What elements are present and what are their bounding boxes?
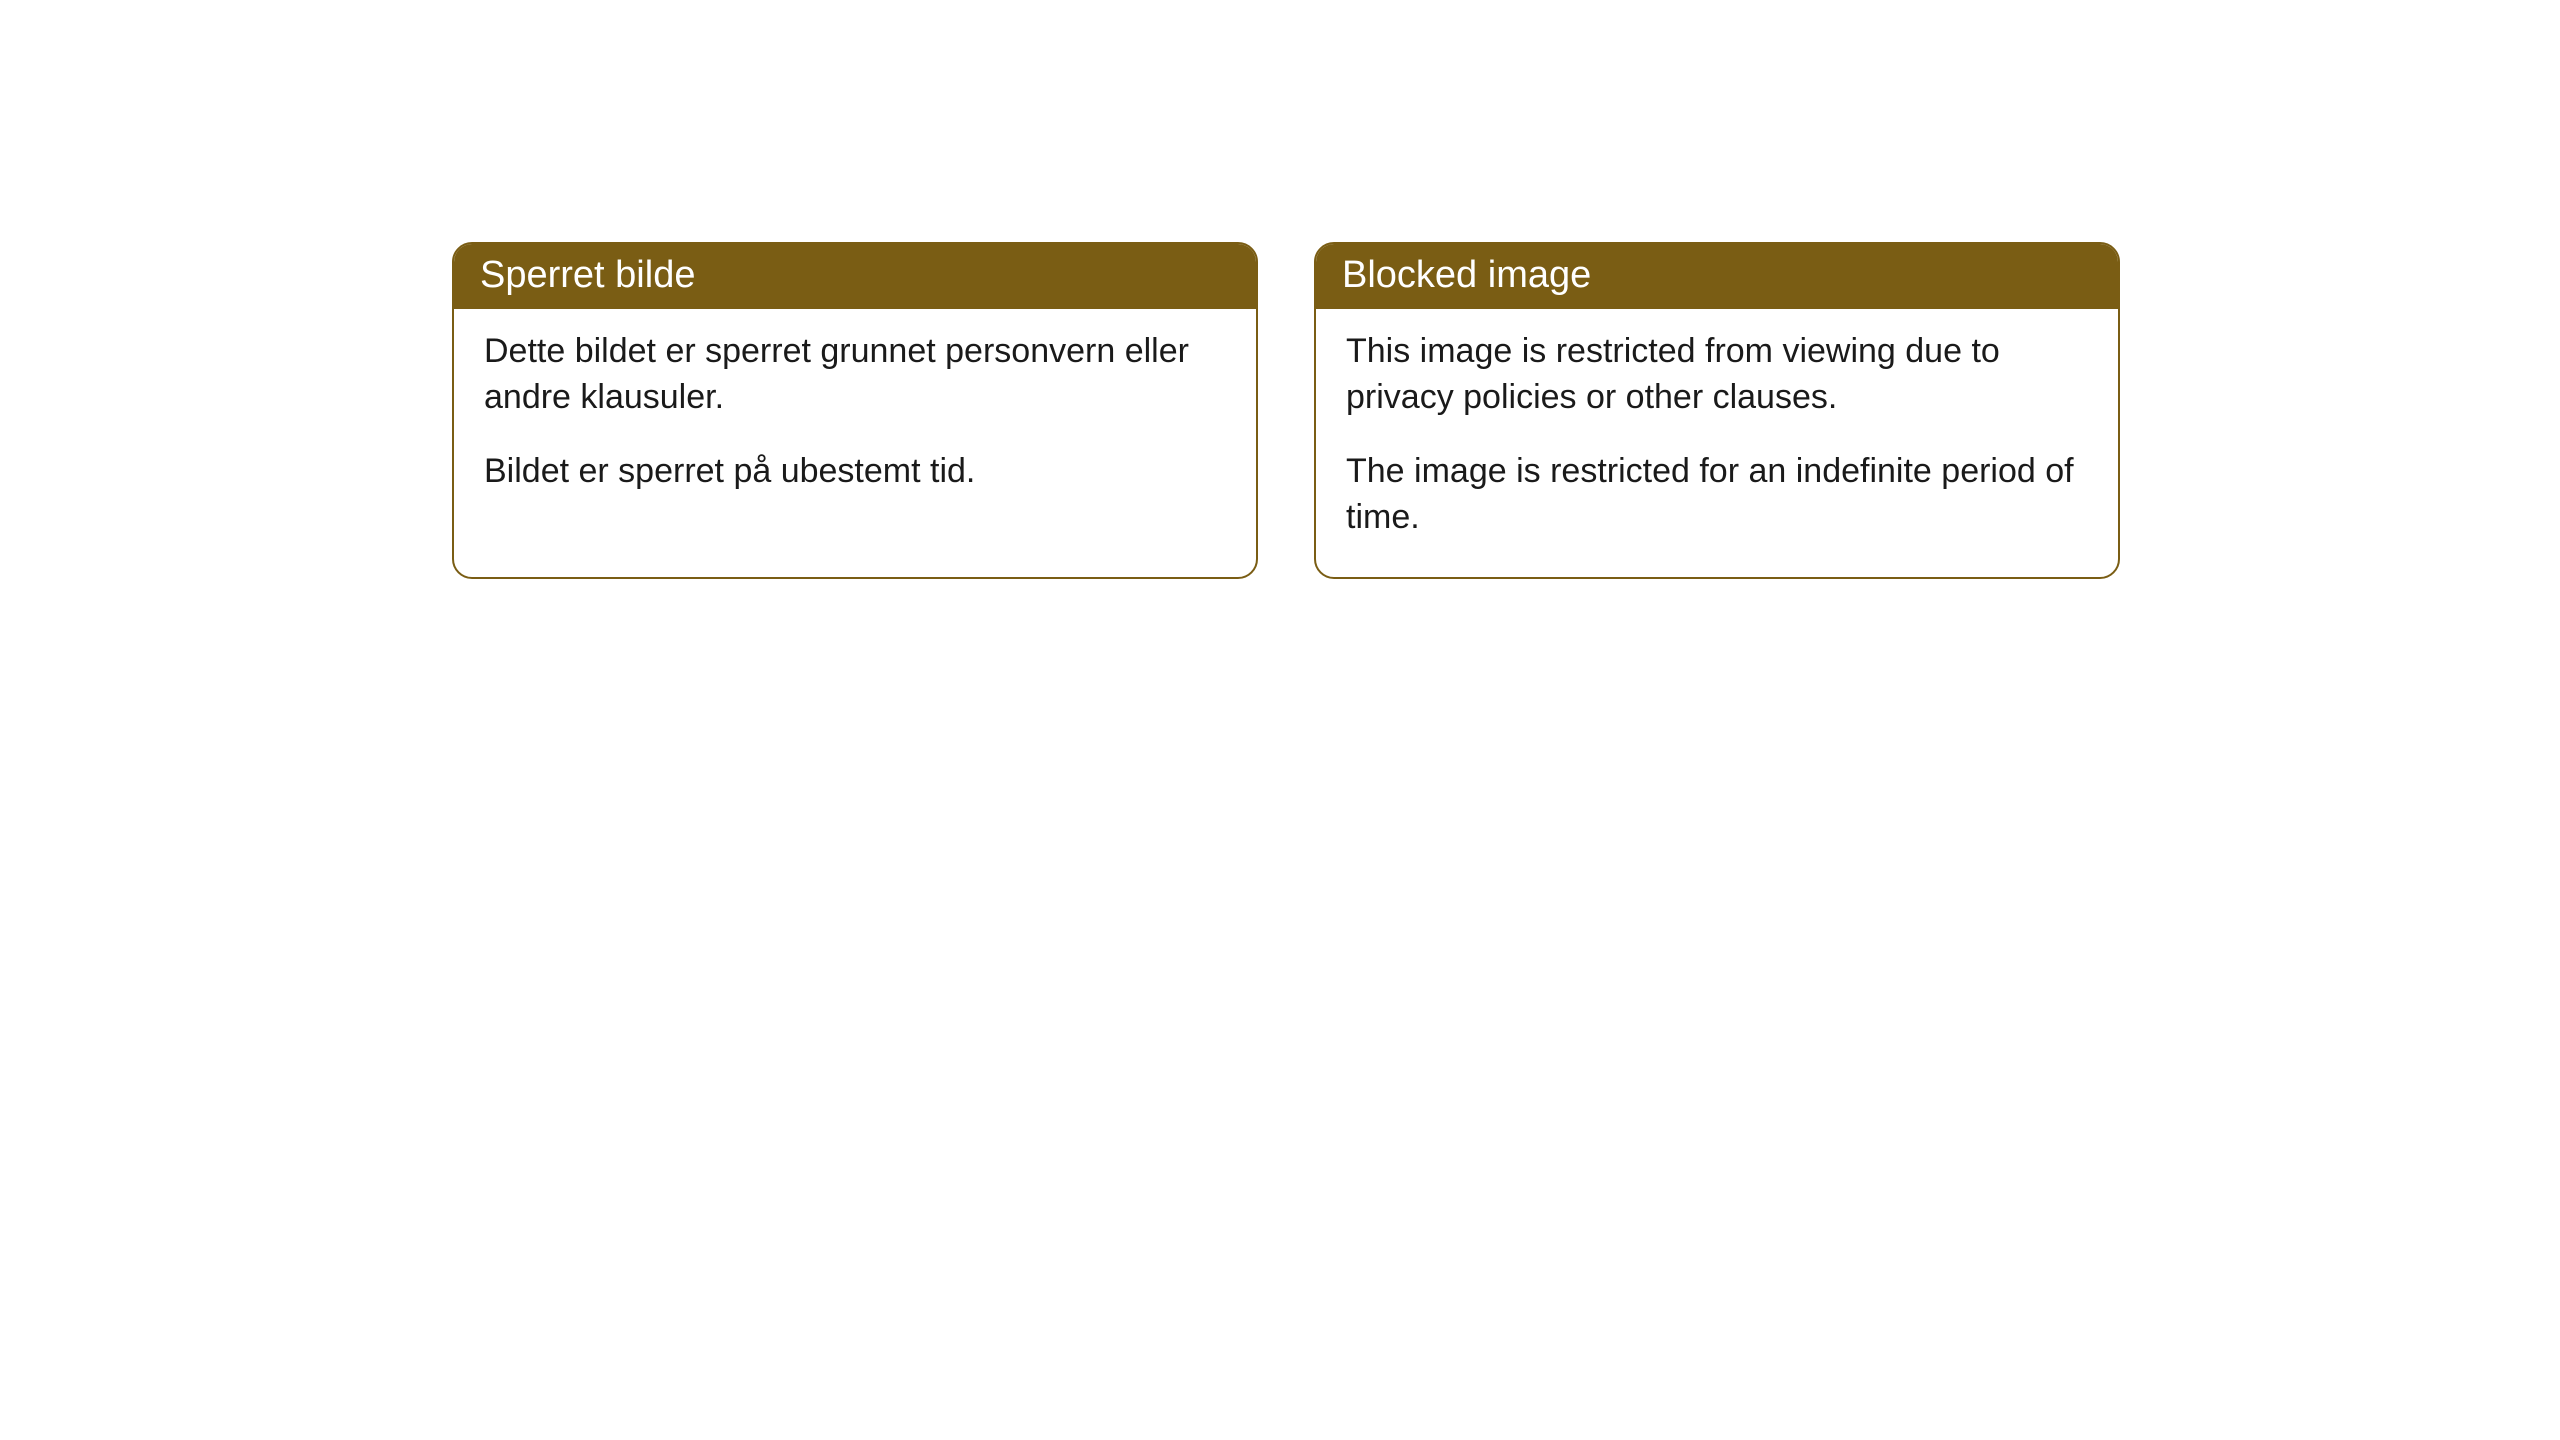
card-header: Blocked image bbox=[1316, 244, 2118, 309]
card-body: This image is restricted from viewing du… bbox=[1316, 309, 2118, 577]
blocked-image-card-norwegian: Sperret bilde Dette bildet er sperret gr… bbox=[452, 242, 1258, 579]
card-paragraph-1: Dette bildet er sperret grunnet personve… bbox=[484, 329, 1226, 421]
card-paragraph-2: The image is restricted for an indefinit… bbox=[1346, 449, 2088, 541]
card-body: Dette bildet er sperret grunnet personve… bbox=[454, 309, 1256, 531]
blocked-image-card-english: Blocked image This image is restricted f… bbox=[1314, 242, 2120, 579]
card-paragraph-1: This image is restricted from viewing du… bbox=[1346, 329, 2088, 421]
card-title: Blocked image bbox=[1342, 254, 1591, 296]
card-header: Sperret bilde bbox=[454, 244, 1256, 309]
card-paragraph-2: Bildet er sperret på ubestemt tid. bbox=[484, 449, 1226, 495]
card-title: Sperret bilde bbox=[480, 254, 695, 296]
notice-cards-container: Sperret bilde Dette bildet er sperret gr… bbox=[0, 0, 2560, 579]
